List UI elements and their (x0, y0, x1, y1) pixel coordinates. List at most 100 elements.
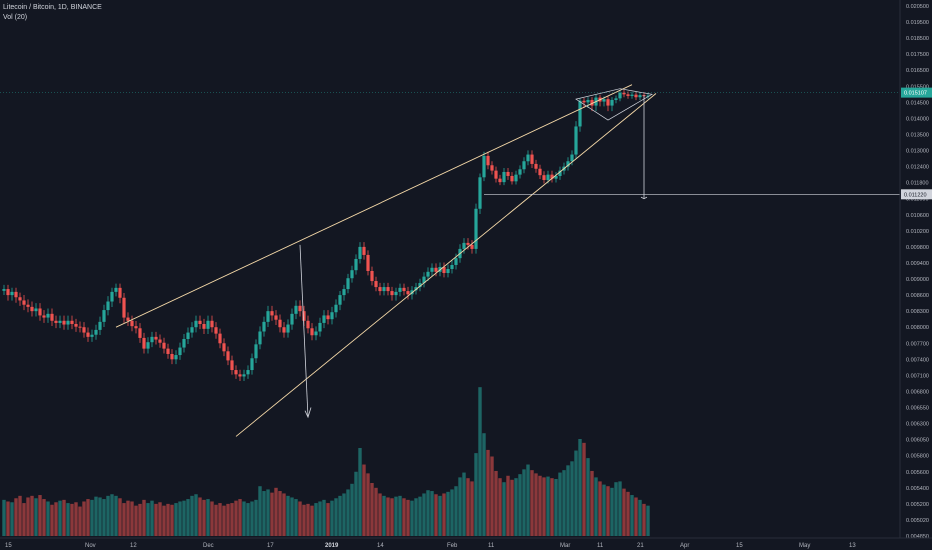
y-tick-label: 0.013000 (906, 149, 929, 155)
candle-body (34, 308, 38, 312)
candle-body (306, 320, 310, 329)
volume-bar (542, 477, 546, 536)
y-tick-label: 0.010600 (906, 213, 929, 219)
candle-body (222, 343, 226, 352)
candle-body (338, 295, 342, 305)
volume-bar (610, 487, 614, 536)
volume-bar (198, 497, 202, 536)
candle-body (258, 331, 262, 345)
volume-bar (138, 503, 142, 536)
candle-body (430, 267, 434, 272)
candle-body (134, 326, 138, 329)
volume-bar (202, 499, 206, 536)
candle-body (150, 336, 154, 343)
volume-bar (586, 458, 590, 536)
volume-bar (170, 504, 174, 536)
volume-bar (162, 505, 166, 536)
volume-bar (178, 501, 182, 536)
candle-body (26, 304, 30, 307)
candle-body (166, 348, 170, 354)
candle-body (514, 174, 518, 182)
volume-bar (570, 461, 574, 536)
candle-body (146, 342, 150, 349)
volume-bar (214, 504, 218, 536)
volume-bar (90, 499, 94, 536)
candle-body (30, 306, 34, 312)
volume-bar (514, 478, 518, 536)
volume-bar (326, 503, 330, 536)
volume-bar (38, 495, 42, 536)
volume-bar (218, 503, 222, 536)
y-tick-label: 0.011800 (906, 181, 929, 187)
volume-bar (106, 495, 110, 536)
volume-bar (258, 486, 262, 536)
volume-bars (2, 387, 650, 536)
volume-bar (66, 503, 70, 536)
y-tick-label: 0.004850 (906, 534, 929, 540)
volume-bar (438, 495, 442, 536)
candle-body (322, 315, 326, 323)
volume-bar (190, 495, 194, 536)
volume-bar (102, 499, 106, 536)
candle-body (354, 258, 358, 271)
candle-body (578, 100, 582, 127)
y-tick-label: 0.005600 (906, 470, 929, 476)
candle-body (378, 287, 382, 292)
candle-body (442, 266, 446, 274)
candle-body (470, 244, 474, 249)
volume-bar (566, 465, 570, 536)
y-tick-label: 0.005200 (906, 502, 929, 508)
y-axis[interactable]: 0.020500 0.019500 0.018500 0.017500 0.016500… (899, 0, 929, 540)
candle-body (294, 305, 298, 314)
y-tick-label: 0.007700 (906, 341, 929, 347)
candle-body (82, 327, 86, 333)
candles (2, 89, 650, 382)
volume-bar (558, 472, 562, 536)
volume-bar (510, 479, 514, 536)
volume-bar (526, 464, 530, 536)
volume-bar (366, 473, 370, 536)
volume-bar (338, 495, 342, 536)
volume-bar (646, 505, 650, 536)
x-tick-label: Mar (560, 543, 570, 549)
candle-body (182, 338, 186, 348)
candle-body (118, 287, 122, 298)
volume-bar (206, 499, 210, 536)
volume-bar (446, 491, 450, 536)
volume-bar (86, 499, 90, 536)
volume-bar (14, 498, 18, 536)
x-axis[interactable]: 15 Nov 12 Dec 17 2019 14 Feb 11 Mar 11 21 Apr 15 May 13 (0, 537, 932, 549)
candle-body (86, 332, 90, 337)
y-tick-label: 0.009800 (906, 245, 929, 251)
volume-bar (602, 484, 606, 536)
candle-body (498, 178, 502, 183)
volume-bar (94, 496, 98, 536)
candle-body (230, 360, 234, 371)
candle-body (622, 92, 626, 95)
candle-body (614, 98, 618, 100)
volume-bar (478, 387, 482, 536)
volume-bar (294, 499, 298, 536)
candle-body (630, 94, 634, 96)
candle-body (78, 326, 82, 328)
y-tick-label: 0.018500 (906, 36, 929, 42)
candle-body (126, 317, 130, 321)
volume-bar (418, 496, 422, 536)
candle-body (122, 297, 126, 318)
candle-body (14, 291, 18, 298)
candle-body (286, 324, 290, 333)
volume-bar (42, 499, 46, 536)
wedge-lower-trendline (235, 93, 657, 437)
candle-body (18, 297, 22, 301)
volume-bar (130, 501, 134, 536)
x-tick-label: May (799, 543, 810, 549)
y-tick-label: 0.007100 (906, 373, 929, 379)
volume-bar (226, 503, 230, 536)
candle-body (162, 342, 166, 349)
volume-bar (506, 475, 510, 536)
volume-bar (550, 478, 554, 536)
volume-bar (554, 478, 558, 536)
candle-body (394, 291, 398, 296)
candle-body (186, 332, 190, 339)
